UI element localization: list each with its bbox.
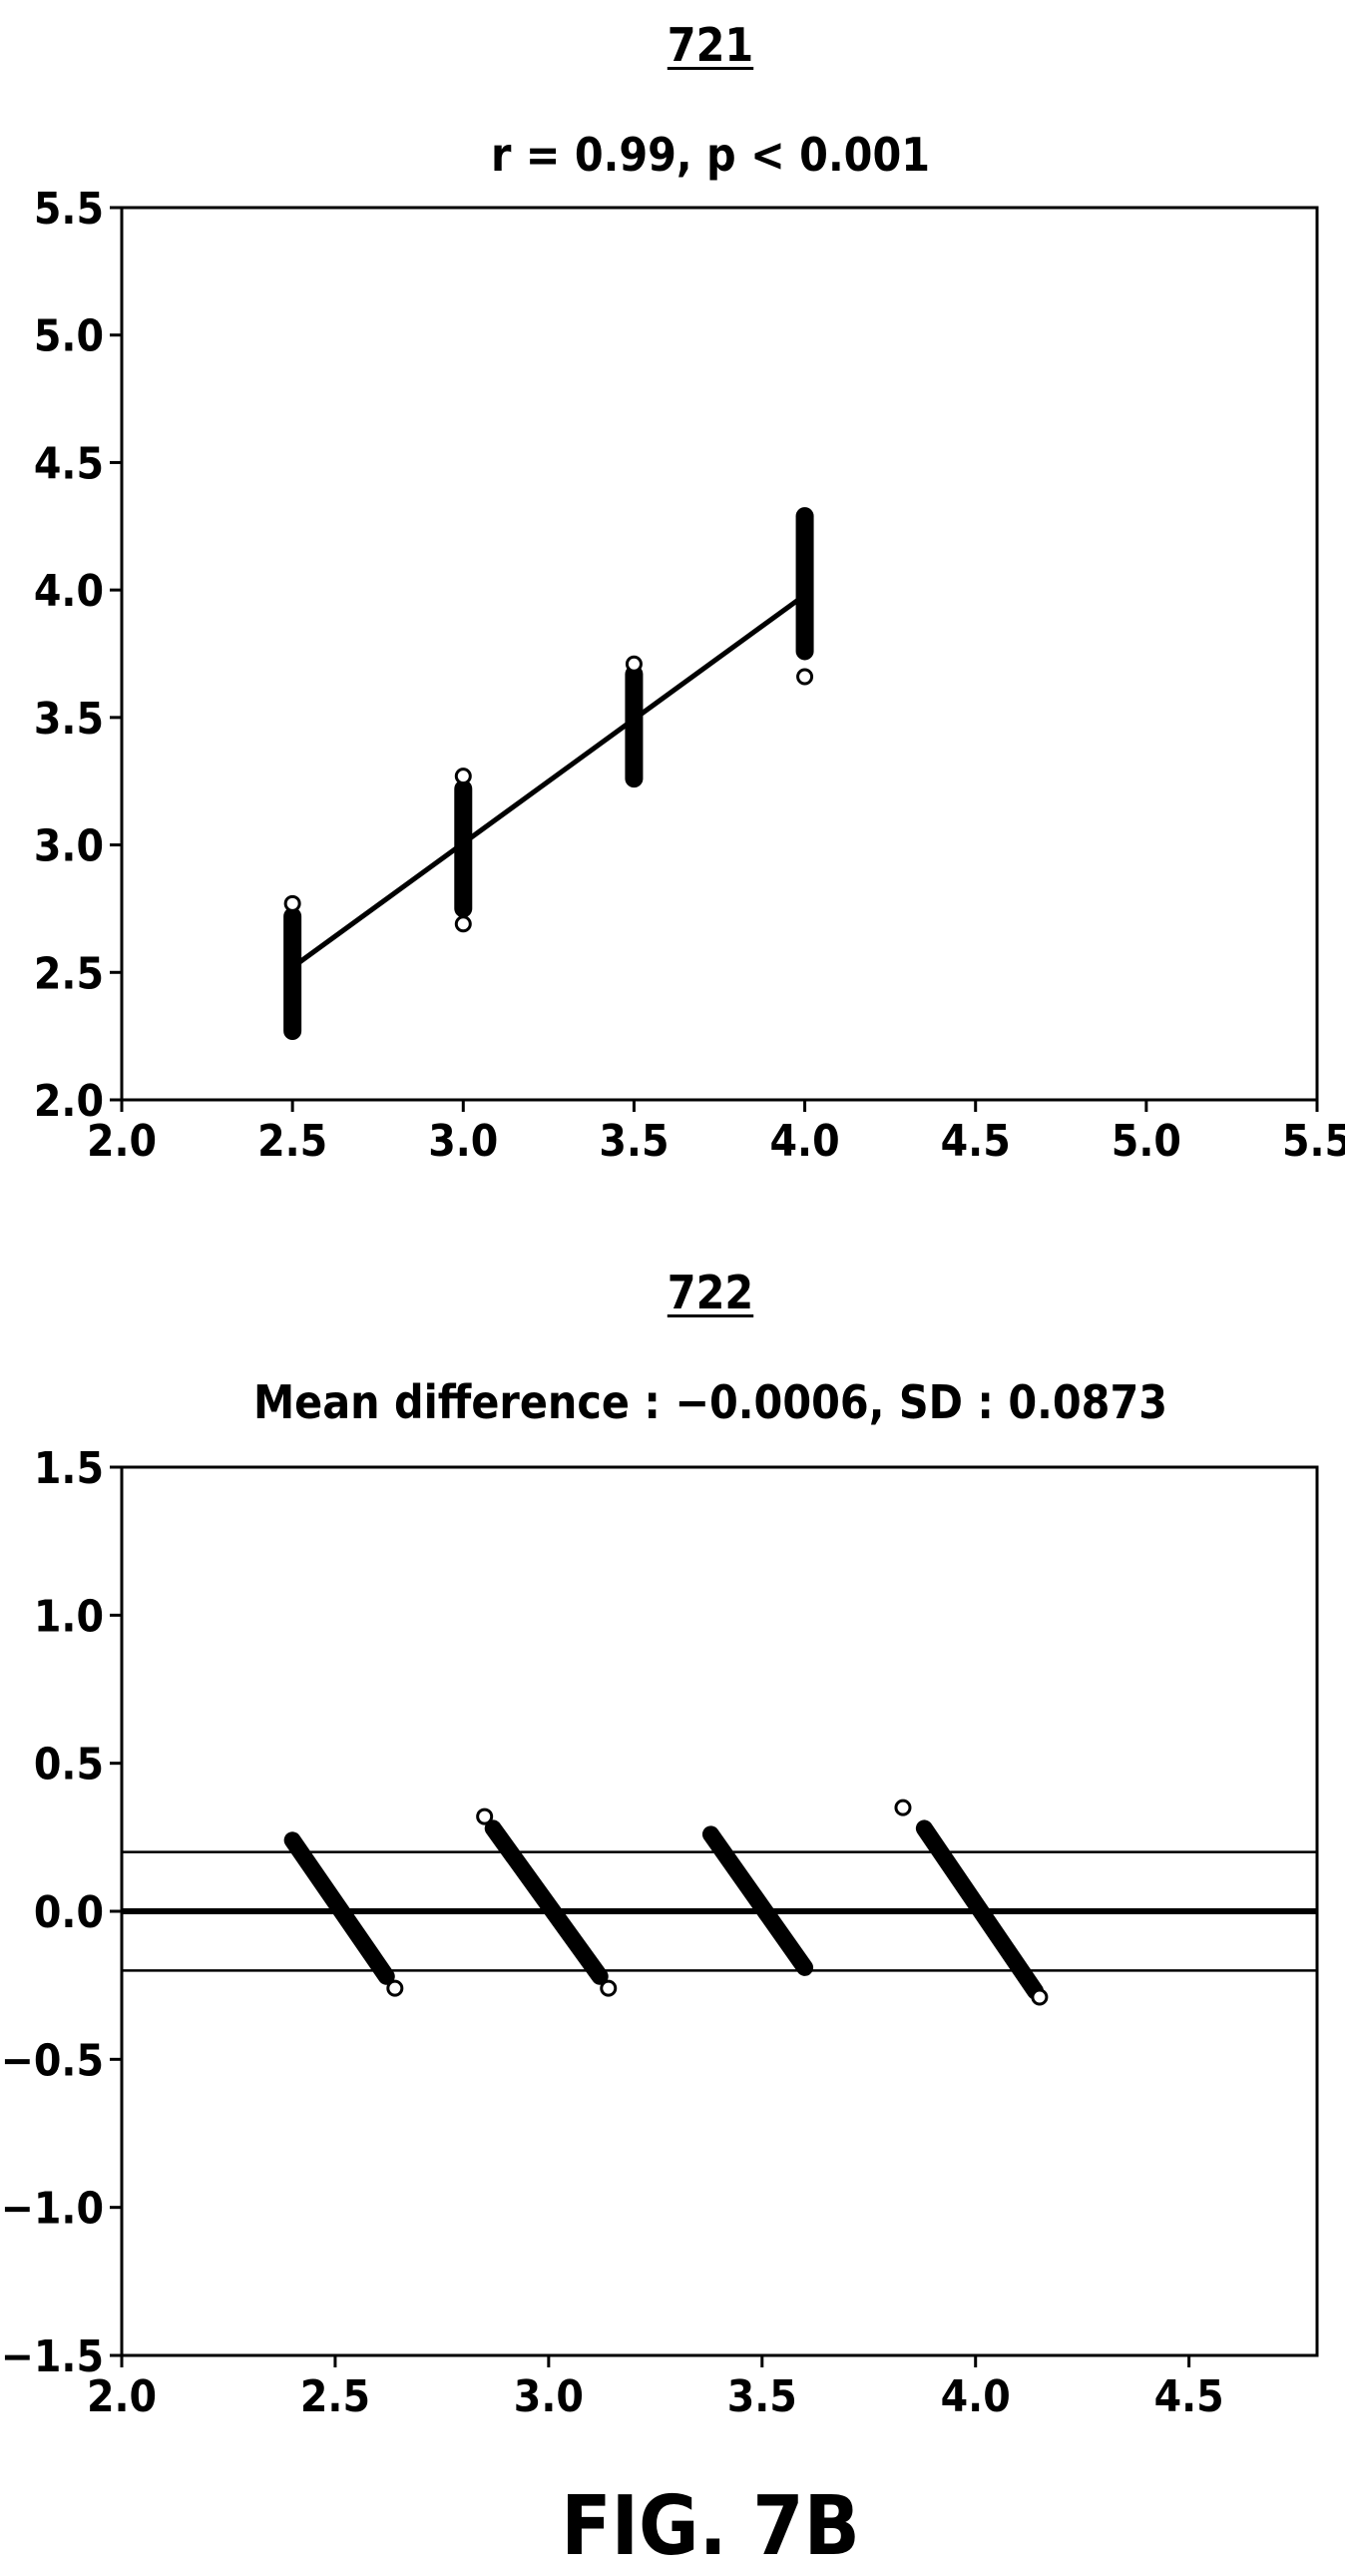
chart-721-regression-line	[290, 593, 807, 970]
chart-722-point	[600, 1979, 618, 1997]
chart-722-xtick-label: 4.5	[1154, 2371, 1224, 2422]
chart-721-ytick-label: 3.5	[34, 694, 104, 745]
chart-721-ytick-label: 2.5	[34, 948, 104, 999]
chart-722-point-cluster	[701, 1825, 814, 1976]
chart-721-xtick-label: 5.0	[1112, 1116, 1181, 1167]
chart-721-xtick-label: 2.0	[87, 1116, 157, 1167]
chart-721-point	[283, 894, 301, 912]
chart-721-xtick-label: 4.5	[941, 1116, 1011, 1167]
chart-722-xtick-label: 2.0	[87, 2371, 157, 2422]
chart-721-point	[454, 915, 472, 933]
chart-721-plot-frame	[120, 206, 1319, 1102]
chart-721-point	[625, 655, 643, 673]
chart-721-ytick-label: 4.5	[34, 438, 104, 489]
chart-721-ytick-label: 2.0	[34, 1076, 104, 1127]
chart-722-ytick-label: −1.0	[1, 2184, 104, 2235]
chart-722-ytick-label: 1.0	[34, 1591, 104, 1642]
panel-id-721: 721	[667, 18, 754, 72]
chart-title-722: Mean difference : −0.0006, SD : 0.0873	[252, 1375, 1168, 1429]
chart-722-ytick-label: 0.5	[34, 1740, 104, 1791]
chart-722-point	[1031, 1988, 1049, 2006]
chart-722-ytick-label: −0.5	[1, 2035, 104, 2086]
chart-722-point-cluster	[283, 1831, 395, 1985]
chart-721-xtick-label: 3.5	[599, 1116, 669, 1167]
chart-722-xtick-label: 3.5	[727, 2371, 797, 2422]
chart-722-point	[386, 1979, 404, 1997]
chart-721-xtick-label: 2.5	[257, 1116, 327, 1167]
chart-722-point	[476, 1807, 494, 1825]
chart-721-point	[796, 668, 814, 686]
chart-721-xtick-label: 5.5	[1282, 1116, 1345, 1167]
chart-722-ytick-label: 0.0	[34, 1887, 104, 1938]
chart-722-point	[894, 1799, 912, 1816]
chart-722-xtick-label: 2.5	[300, 2371, 370, 2422]
chart-721-ytick-label: 5.0	[34, 311, 104, 362]
chart-title-721: r = 0.99, p < 0.001	[490, 128, 931, 182]
chart-721-xtick-label: 4.0	[770, 1116, 840, 1167]
chart-721-xtick-label: 3.0	[428, 1116, 498, 1167]
chart-721-ytick-label: 4.0	[34, 566, 104, 617]
figure-label: FIG. 7B	[561, 2479, 860, 2574]
chart-722-ytick-label: −1.5	[1, 2331, 104, 2382]
chart-721-ytick-label: 3.0	[34, 821, 104, 872]
chart-721-point	[454, 768, 472, 785]
chart-722-ytick-label: 1.5	[34, 1443, 104, 1494]
chart-722-point-cluster	[915, 1819, 1045, 2000]
chart-722-xtick-label: 4.0	[941, 2371, 1011, 2422]
chart-722-xtick-label: 3.0	[514, 2371, 584, 2422]
chart-721-ytick-label: 5.5	[34, 184, 104, 235]
chart-722-point-cluster	[484, 1819, 609, 1985]
panel-id-722: 722	[667, 1266, 754, 1319]
